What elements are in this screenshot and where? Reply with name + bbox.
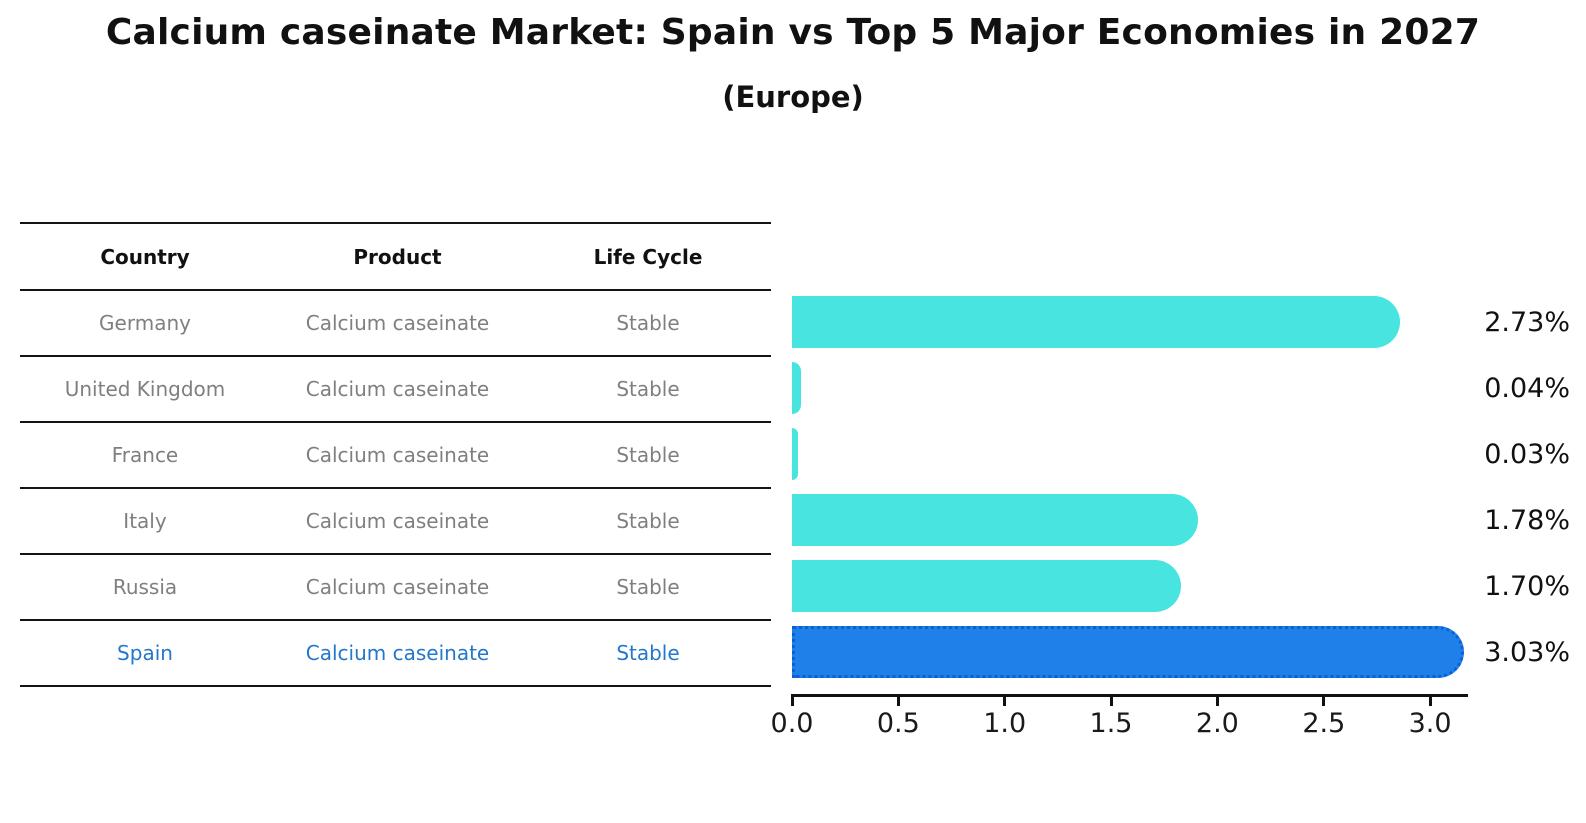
x-tick-label: 2.5 <box>1302 708 1346 739</box>
table-row: Italy Calcium caseinate Stable <box>20 489 771 555</box>
product-cell: Calcium caseinate <box>305 377 490 401</box>
bar-row: 0.04% <box>792 355 1586 421</box>
table-row: France Calcium caseinate Stable <box>20 423 771 489</box>
product-cell: Calcium caseinate <box>305 311 490 335</box>
bar-row: 2.73% <box>792 289 1586 355</box>
bar-row: 1.78% <box>792 487 1586 553</box>
life-cycle-cell: Stable <box>616 311 680 335</box>
column-header-life-cycle: Life Cycle <box>593 244 703 269</box>
country-cell: Spain <box>117 641 173 665</box>
product-cell: Calcium caseinate <box>305 641 490 665</box>
country-cell: Germany <box>99 311 191 335</box>
bar-spain <box>792 626 1464 678</box>
bar-russia <box>792 560 1181 612</box>
bar-value-label: 3.03% <box>1484 636 1570 668</box>
x-tick <box>1215 694 1219 706</box>
table-row: Spain Calcium caseinate Stable <box>20 621 771 687</box>
table-row: Germany Calcium caseinate Stable <box>20 291 771 357</box>
life-cycle-cell: Stable <box>616 377 680 401</box>
country-cell: Russia <box>112 575 178 599</box>
table-header-row: Country Product Life Cycle <box>20 224 771 291</box>
life-cycle-cell: Stable <box>616 443 680 467</box>
x-tick <box>896 694 900 706</box>
x-tick-label: 0.0 <box>770 708 814 739</box>
bar-value-label: 1.70% <box>1484 570 1570 602</box>
x-axis-ticks: 0.0 0.5 1.0 1.5 2.0 2.5 3.0 <box>771 694 1492 754</box>
x-tick-label: 1.0 <box>983 708 1027 739</box>
country-table: Country Product Life Cycle Germany Calciu… <box>20 222 771 687</box>
bar-value-label: 1.78% <box>1484 504 1570 536</box>
bar-value-label: 2.73% <box>1484 306 1570 338</box>
table-body: Germany Calcium caseinate Stable United Kin… <box>20 291 771 687</box>
x-tick-label: 2.0 <box>1195 708 1239 739</box>
bar-value-label: 0.03% <box>1484 438 1570 470</box>
bar-row: 3.03% <box>792 619 1586 685</box>
country-cell: United Kingdom <box>64 377 226 401</box>
column-header-product: Product <box>353 244 442 269</box>
table-row: Russia Calcium caseinate Stable <box>20 555 771 621</box>
x-tick <box>1322 694 1326 706</box>
bar-row: 0.03% <box>792 421 1586 487</box>
bar-united-kingdom <box>792 362 801 414</box>
life-cycle-cell: Stable <box>616 575 680 599</box>
country-cell: Italy <box>123 509 167 533</box>
bar-italy <box>792 494 1198 546</box>
x-tick-label: 3.0 <box>1408 708 1452 739</box>
x-tick-label: 1.5 <box>1089 708 1133 739</box>
x-tick <box>790 694 794 706</box>
bar-chart: 2.73% 0.04% 0.03% 1.78% 1.70% 3.03% <box>792 289 1586 685</box>
x-tick <box>1003 694 1007 706</box>
product-cell: Calcium caseinate <box>305 509 490 533</box>
bar-row: 1.70% <box>792 553 1586 619</box>
x-tick <box>1109 694 1113 706</box>
chart-subtitle: (Europe) <box>722 80 864 114</box>
x-axis <box>792 694 1468 697</box>
bar-germany <box>792 296 1400 348</box>
bar-france <box>792 428 799 480</box>
life-cycle-cell: Stable <box>616 509 680 533</box>
life-cycle-cell: Stable <box>616 641 680 665</box>
product-cell: Calcium caseinate <box>305 575 490 599</box>
bar-value-label: 0.04% <box>1484 372 1570 404</box>
column-header-country: Country <box>100 244 190 269</box>
product-cell: Calcium caseinate <box>305 443 490 467</box>
chart-title: Calcium caseinate Market: Spain vs Top 5… <box>105 12 1481 53</box>
country-cell: France <box>111 443 179 467</box>
x-tick-label: 0.5 <box>876 708 920 739</box>
x-tick <box>1428 694 1432 706</box>
table-row: United Kingdom Calcium caseinate Stable <box>20 357 771 423</box>
